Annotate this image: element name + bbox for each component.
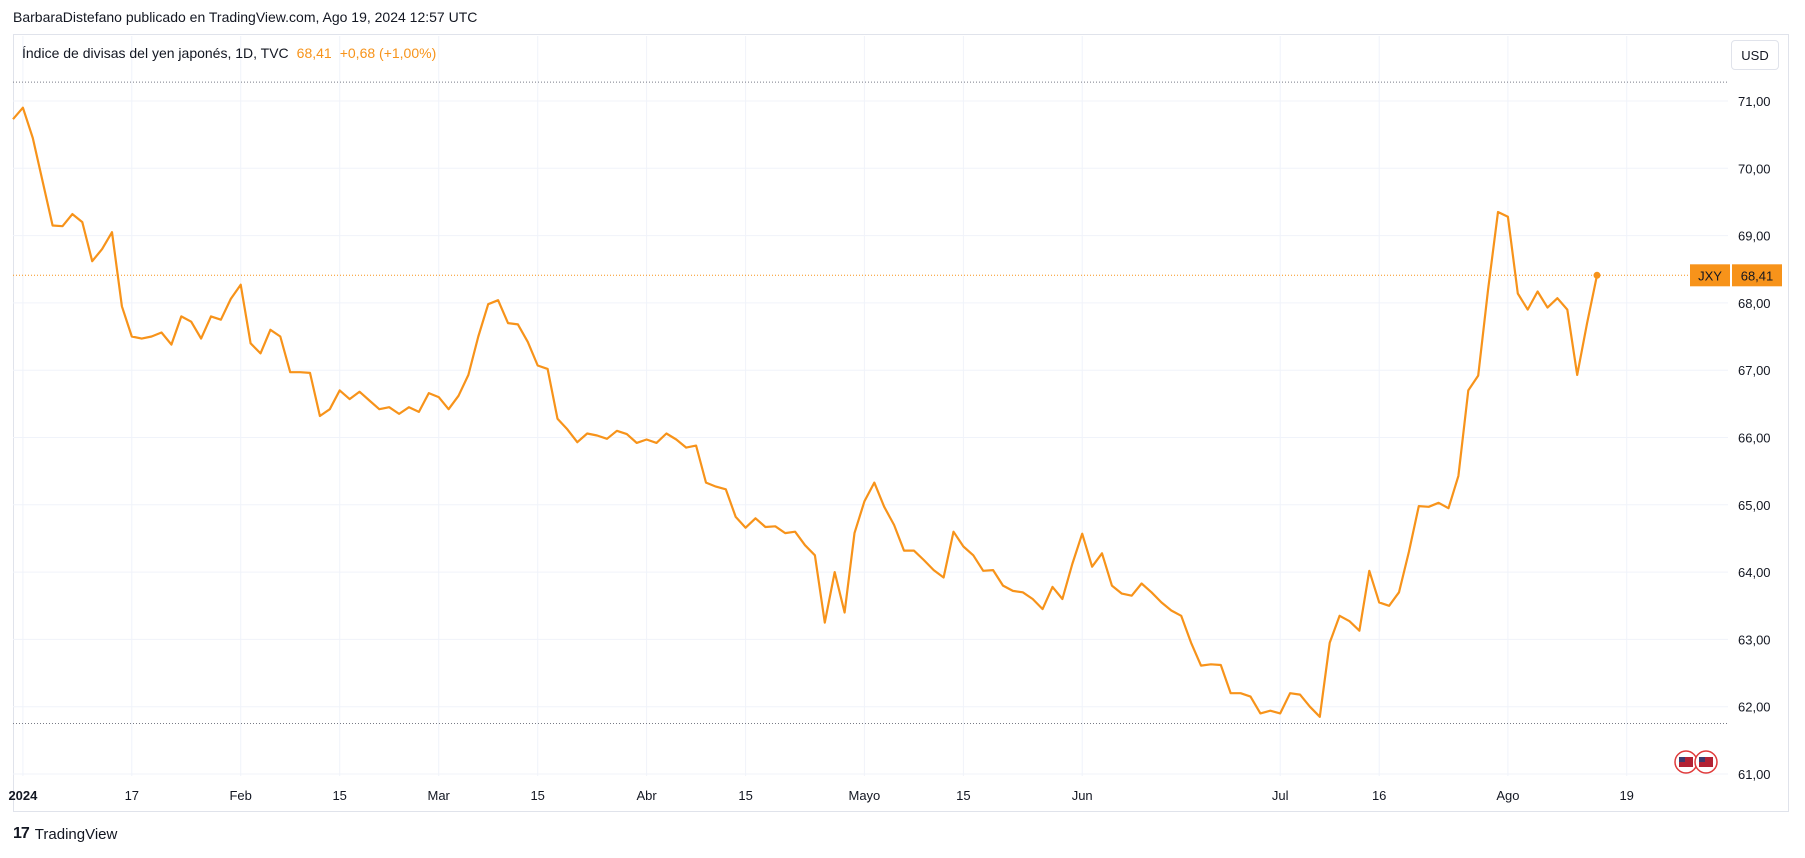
- y-tick-label: 65,00: [1738, 498, 1771, 513]
- y-tick-label: 63,00: [1738, 632, 1771, 647]
- y-tick-label: 69,00: [1738, 229, 1771, 244]
- legend-change: +0,68 (+1,00%): [339, 45, 437, 61]
- event-flags-icon[interactable]: [1674, 750, 1718, 774]
- y-tick-label: 71,00: [1738, 94, 1771, 109]
- x-tick-label: 15: [956, 788, 970, 803]
- publisher-attribution: BarbaraDistefano publicado en TradingVie…: [13, 9, 478, 25]
- x-tick-label: 15: [738, 788, 752, 803]
- x-tick-label: 19: [1619, 788, 1633, 803]
- x-tick-label: Feb: [229, 788, 251, 803]
- x-tick-label: 17: [125, 788, 139, 803]
- y-tick-label: 68,00: [1738, 296, 1771, 311]
- last-price-tag: JXY 68,41: [1690, 264, 1782, 287]
- price-axis: 71,00 70,00 69,00 68,00 67,00 66,00 65,00 64,00…: [1738, 94, 1771, 782]
- time-axis: 2024 17 Feb 15 Mar 15 Abr 15 Mayo 15 Jun Jul 16 Ago 19: [8, 788, 1633, 803]
- x-tick-label: Ago: [1496, 788, 1519, 803]
- chart-frame[interactable]: [13, 34, 1789, 812]
- x-tick-label: Mayo: [849, 788, 881, 803]
- last-price-symbol-bg: [1690, 264, 1730, 287]
- legend-symbol: Índice de divisas del yen japonés, 1D, T…: [22, 45, 289, 61]
- x-tick-label: Mar: [428, 788, 451, 803]
- last-price-value: 68,41: [1741, 268, 1774, 283]
- tradingview-mark-icon: 17: [13, 825, 30, 842]
- y-tick-label: 66,00: [1738, 431, 1771, 446]
- legend-price: 68,41: [296, 45, 332, 61]
- y-tick-label: 70,00: [1738, 161, 1771, 176]
- currency-button[interactable]: USD: [1731, 40, 1779, 70]
- chart-legend[interactable]: Índice de divisas del yen japonés, 1D, T…: [22, 45, 436, 61]
- x-tick-label: 15: [332, 788, 346, 803]
- x-tick-label: Jul: [1272, 788, 1289, 803]
- last-price-point: [1593, 271, 1601, 279]
- y-tick-label: 61,00: [1738, 767, 1771, 782]
- x-tick-label: 2024: [8, 788, 38, 803]
- x-tick-label: Abr: [636, 788, 657, 803]
- price-series-line[interactable]: [12, 106, 1599, 718]
- y-tick-label: 64,00: [1738, 565, 1771, 580]
- last-price-symbol: JXY: [1698, 268, 1722, 283]
- series-layer: [12, 106, 1601, 718]
- tradingview-logo[interactable]: 17 TradingView: [13, 825, 117, 843]
- x-tick-label: Jun: [1072, 788, 1093, 803]
- tradingview-brand: TradingView: [34, 825, 118, 843]
- y-tick-label: 67,00: [1738, 363, 1771, 378]
- y-tick-label: 62,00: [1738, 700, 1771, 715]
- x-tick-label: 15: [530, 788, 544, 803]
- x-tick-label: 16: [1372, 788, 1386, 803]
- grid-layer: [13, 36, 1728, 776]
- range-lines: [13, 81, 1728, 725]
- last-price-value-bg: [1732, 264, 1782, 287]
